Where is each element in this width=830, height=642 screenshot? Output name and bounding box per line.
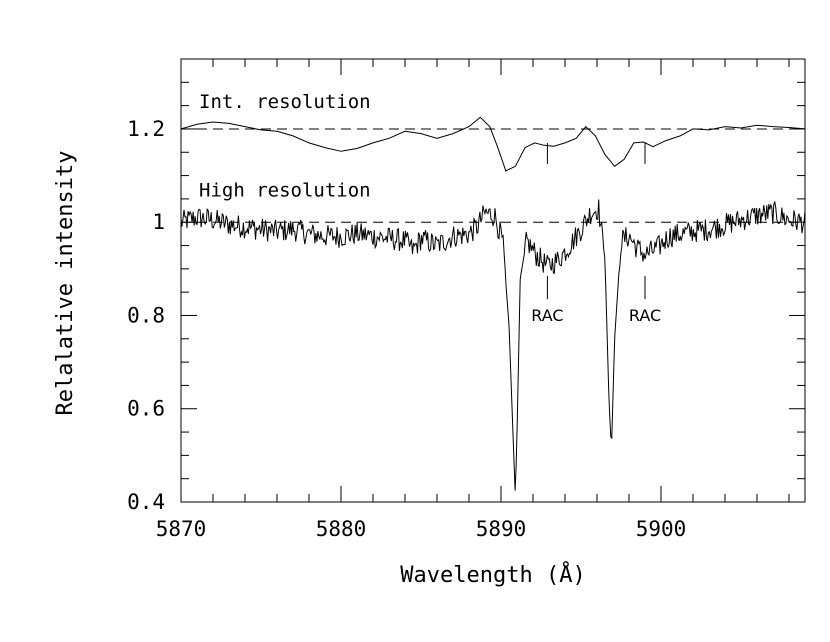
annotation-label: High resolution	[199, 180, 371, 202]
y-tick-label: 0.6	[127, 397, 165, 421]
series-line	[180, 199, 806, 491]
x-tick-label: 5870	[156, 517, 207, 541]
y-tick-label: 0.8	[127, 303, 165, 327]
x-tick-label: 5900	[636, 517, 687, 541]
x-tick-label: 5890	[476, 517, 527, 541]
y-tick-label: 1	[152, 210, 165, 234]
x-axis-label: Wavelength (Å)	[400, 561, 585, 588]
reference-lines	[181, 128, 805, 223]
axis-ticks	[180, 58, 805, 503]
marker-label: RAC	[629, 306, 661, 325]
tick-labels: 5870 5880 5890 5900 0.4 0.6 0.8 1 1.2	[127, 117, 686, 541]
feature-markers: RAC RAC	[531, 142, 661, 325]
y-tick-label: 0.4	[127, 490, 165, 514]
x-tick-label: 5880	[316, 517, 367, 541]
y-axis-label: Relalative intensity	[53, 151, 78, 416]
plot-frame	[180, 58, 806, 503]
marker-label: RAC	[531, 306, 563, 325]
series-layer	[180, 116, 806, 491]
series-line	[180, 116, 806, 172]
annotations: Int. resolution High resolution	[199, 91, 371, 202]
y-tick-label: 1.2	[127, 117, 165, 141]
annotation-label: Int. resolution	[199, 91, 371, 113]
